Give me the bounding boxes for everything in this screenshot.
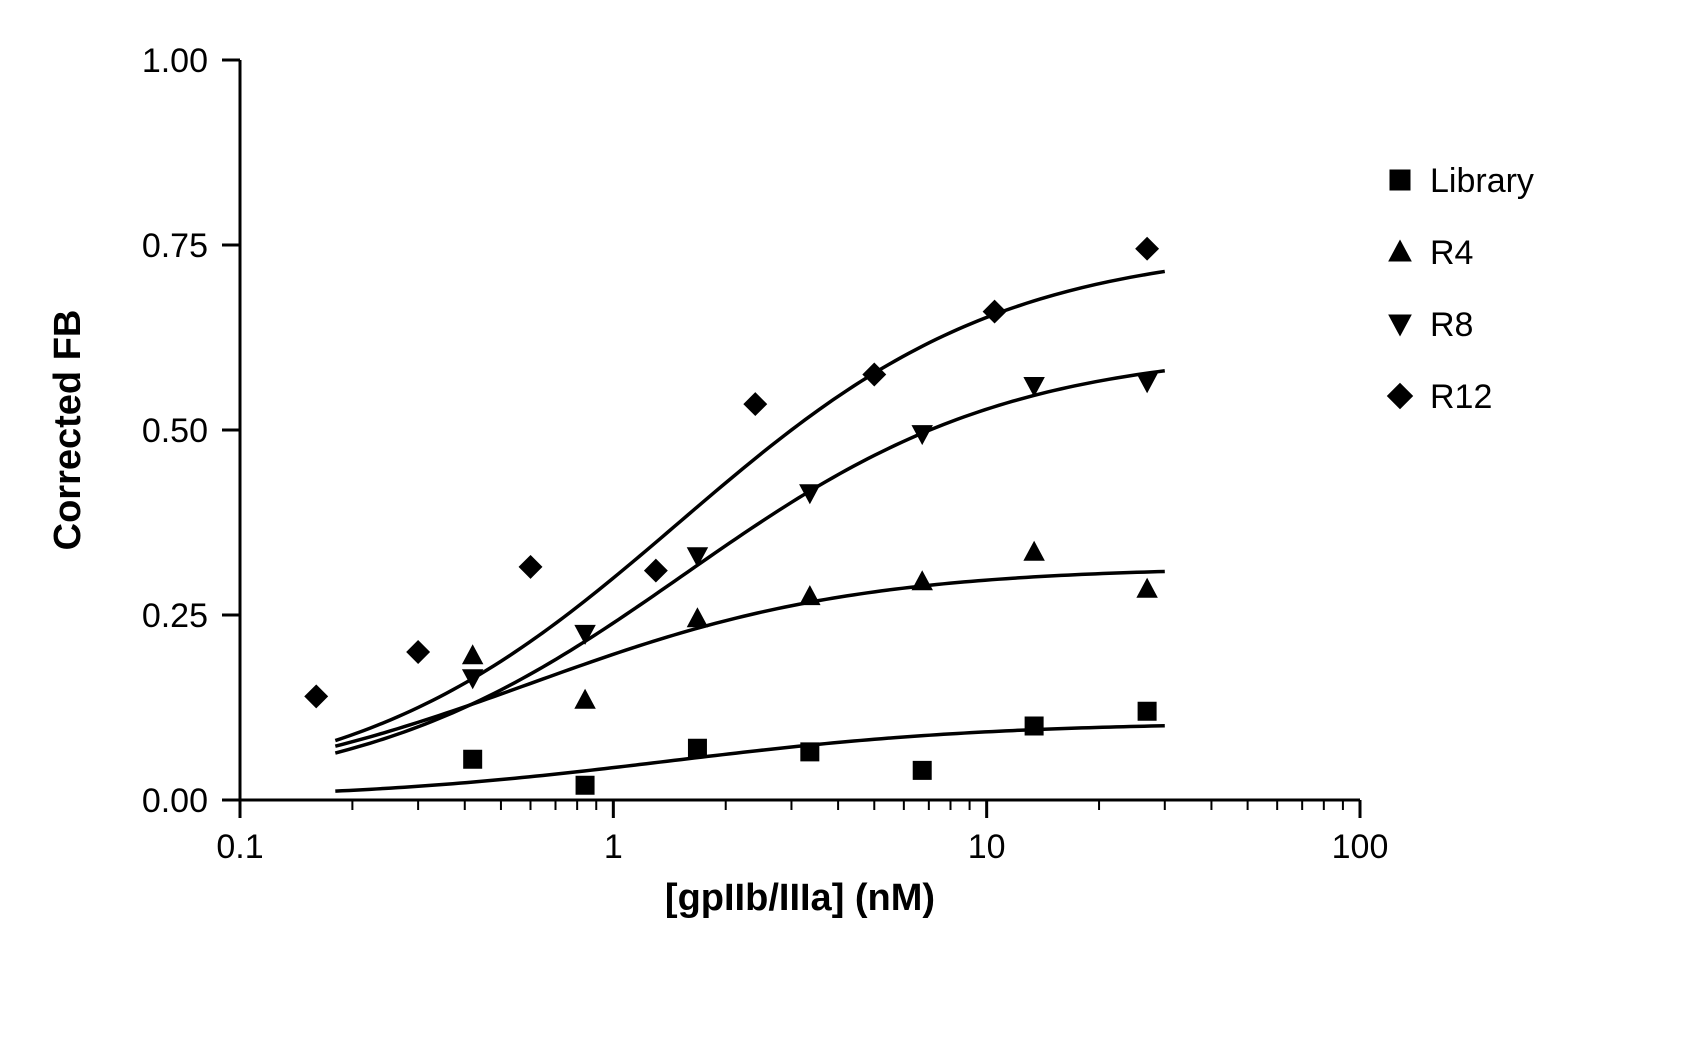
x-tick-label: 100: [1332, 828, 1389, 866]
data-point-library: [1138, 702, 1156, 720]
data-point-r8: [575, 625, 595, 643]
data-point-r4: [912, 571, 932, 589]
data-point-library: [1025, 717, 1043, 735]
data-point-r8: [688, 548, 708, 566]
x-tick-label: 1: [604, 828, 623, 866]
data-point-r8: [1137, 374, 1157, 392]
data-point-r12: [645, 559, 668, 582]
data-point-r12: [1136, 237, 1159, 260]
legend-label-r8: R8: [1430, 306, 1473, 344]
data-point-library: [464, 750, 482, 768]
x-tick-label: 0.1: [216, 828, 263, 866]
y-tick-label: 0.75: [142, 227, 208, 265]
chart-container: 0.1 1 10 100 0.00 0.25 0.50 0.75 1.00 [gpIIb/IIIa…: [0, 0, 1690, 1052]
legend-marker-r12: [1388, 384, 1413, 409]
x-tick-label: 10: [968, 828, 1006, 866]
data-point-r4: [1024, 542, 1044, 560]
legend-marker-r4: [1389, 241, 1411, 262]
data-point-r4: [463, 645, 483, 663]
fitted-curve-r8: [335, 371, 1164, 753]
data-point-library: [913, 761, 931, 779]
y-tick-label: 0.50: [142, 412, 208, 450]
data-point-library: [576, 776, 594, 794]
data-point-r4: [800, 586, 820, 604]
data-point-r4: [575, 690, 595, 708]
legend-label-r12: R12: [1430, 378, 1492, 416]
fitted-curve-r12: [335, 271, 1164, 740]
data-point-r12: [744, 393, 767, 416]
y-tick-label: 0.25: [142, 597, 208, 635]
legend-marker-r8: [1389, 315, 1411, 336]
legend-label-r4: R4: [1430, 234, 1473, 272]
data-point-library: [688, 739, 706, 757]
y-axis-label: Corrected FB: [47, 310, 89, 551]
data-point-r4: [688, 608, 708, 626]
x-axis-label: [gpIIb/IIIa] (nM): [665, 877, 935, 919]
data-point-r4: [1137, 579, 1157, 597]
legend-marker-library: [1390, 170, 1410, 190]
y-tick-label: 1.00: [142, 42, 208, 80]
data-point-r12: [407, 641, 430, 664]
data-point-r8: [463, 670, 483, 688]
legend-label-library: Library: [1430, 162, 1534, 200]
data-point-r12: [305, 685, 328, 708]
y-tick-label: 0.00: [142, 782, 208, 820]
fitted-curve-library: [335, 726, 1164, 791]
binding-curve-chart: 0.1 1 10 100 0.00 0.25 0.50 0.75 1.00 [gpIIb/IIIa…: [0, 0, 1690, 1052]
data-point-r12: [983, 300, 1006, 323]
data-point-r12: [519, 556, 542, 579]
data-point-library: [801, 743, 819, 761]
